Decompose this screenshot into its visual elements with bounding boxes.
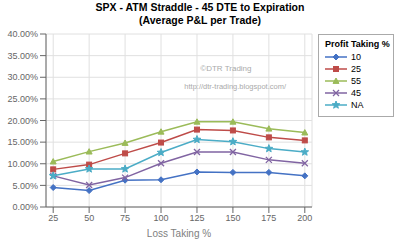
svg-text:150: 150	[225, 213, 240, 223]
svg-text:125: 125	[189, 213, 204, 223]
html-text:55: 55	[351, 76, 361, 86]
svg-text:10.00%: 10.00%	[8, 159, 38, 169]
html-text:45: 45	[351, 88, 361, 98]
svg-text:0.00%: 0.00%	[12, 202, 38, 212]
svg-text:35.00%: 35.00%	[8, 51, 38, 61]
svg-text:30.00%: 30.00%	[8, 72, 38, 82]
svg-text:100: 100	[154, 213, 169, 223]
svg-text:20.00%: 20.00%	[8, 116, 38, 126]
svg-text:25: 25	[48, 213, 58, 223]
html-text:©DTR Trading: ©DTR Trading	[200, 64, 252, 73]
svg-text:25.00%: 25.00%	[8, 94, 38, 104]
svg-text:200: 200	[297, 213, 312, 223]
svg-text:5.00%: 5.00%	[12, 181, 38, 191]
svg-text:50: 50	[84, 213, 94, 223]
html-text:NA: NA	[351, 100, 364, 110]
html-text:Profit Taking %: Profit Taking %	[325, 39, 390, 49]
html-text:http://dtr-trading.blogspot.co: http://dtr-trading.blogspot.com/	[184, 81, 286, 91]
html-text:SPX - ATM Straddle - 45 DTE to: SPX - ATM Straddle - 45 DTE to Expiratio…	[95, 1, 305, 13]
html-text:(Average P&L per Trade): (Average P&L per Trade)	[139, 14, 261, 26]
svg-text:40.00%: 40.00%	[8, 29, 38, 39]
html-text:25: 25	[351, 64, 361, 74]
svg-text:75: 75	[120, 213, 130, 223]
svg-text:Loss Taking %: Loss Taking %	[147, 228, 211, 239]
svg-text:15.00%: 15.00%	[8, 137, 38, 147]
svg-text:175: 175	[261, 213, 276, 223]
html-text:10: 10	[351, 52, 361, 62]
